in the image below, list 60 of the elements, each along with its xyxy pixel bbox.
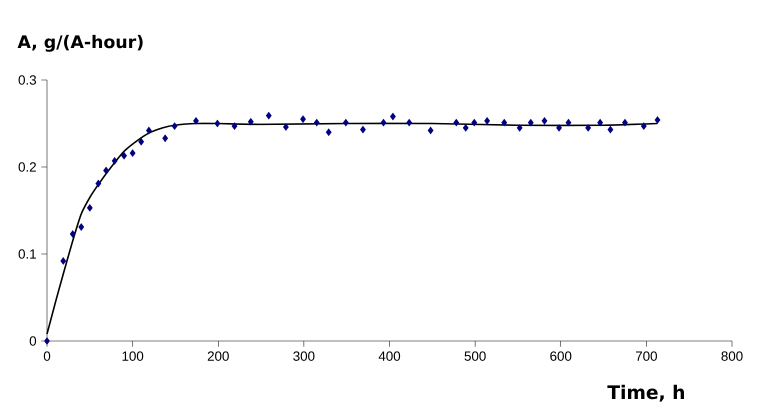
y-tick-label: 0 xyxy=(30,336,36,346)
y-tick-label: 0.3 xyxy=(18,75,36,85)
point xyxy=(608,126,614,134)
point xyxy=(112,157,118,165)
point xyxy=(314,118,320,126)
x-tick-label: 100 xyxy=(122,351,144,361)
point xyxy=(471,118,478,126)
point xyxy=(162,134,168,142)
point xyxy=(516,124,523,132)
point xyxy=(342,118,349,126)
y-axis-title: A, g/(A-hour) xyxy=(18,34,143,52)
point xyxy=(70,230,76,238)
x-tick-label: 0 xyxy=(44,351,50,361)
point xyxy=(542,117,548,125)
point xyxy=(597,118,604,126)
point xyxy=(566,118,572,126)
point xyxy=(60,257,66,265)
x-tick-label: 400 xyxy=(378,351,400,361)
point xyxy=(390,112,396,120)
y-tick-label: 0.1 xyxy=(18,249,36,259)
x-tick-label: 700 xyxy=(636,351,657,361)
x-axis-title: Time, h xyxy=(607,384,684,402)
point xyxy=(172,122,178,130)
point xyxy=(78,223,84,231)
x-tick-label: 600 xyxy=(550,351,572,361)
point xyxy=(96,180,102,188)
point xyxy=(528,118,534,126)
x-tick-label: 800 xyxy=(721,351,743,361)
point xyxy=(103,166,109,174)
point xyxy=(86,204,93,212)
point xyxy=(640,122,647,130)
x-tick-label: 200 xyxy=(208,351,229,361)
point xyxy=(326,128,332,136)
point xyxy=(622,118,628,126)
y-tick-label: 0.2 xyxy=(18,162,36,172)
point xyxy=(283,123,289,131)
point xyxy=(266,112,272,120)
point xyxy=(484,117,490,125)
point xyxy=(556,124,562,132)
point xyxy=(232,122,238,130)
point xyxy=(146,126,152,134)
point xyxy=(501,118,508,126)
point xyxy=(654,116,660,124)
point xyxy=(248,118,254,126)
point xyxy=(453,118,460,126)
x-tick-label: 500 xyxy=(464,351,486,361)
point xyxy=(138,138,144,146)
x-tick-label: 300 xyxy=(293,351,314,361)
point xyxy=(130,149,136,157)
point xyxy=(300,115,306,123)
point xyxy=(121,152,127,160)
point xyxy=(406,118,412,126)
point xyxy=(428,126,434,134)
point xyxy=(193,117,199,125)
point xyxy=(380,118,386,126)
point xyxy=(214,120,220,128)
point xyxy=(585,124,592,132)
point xyxy=(462,124,469,132)
point xyxy=(44,337,50,345)
point xyxy=(360,126,366,134)
